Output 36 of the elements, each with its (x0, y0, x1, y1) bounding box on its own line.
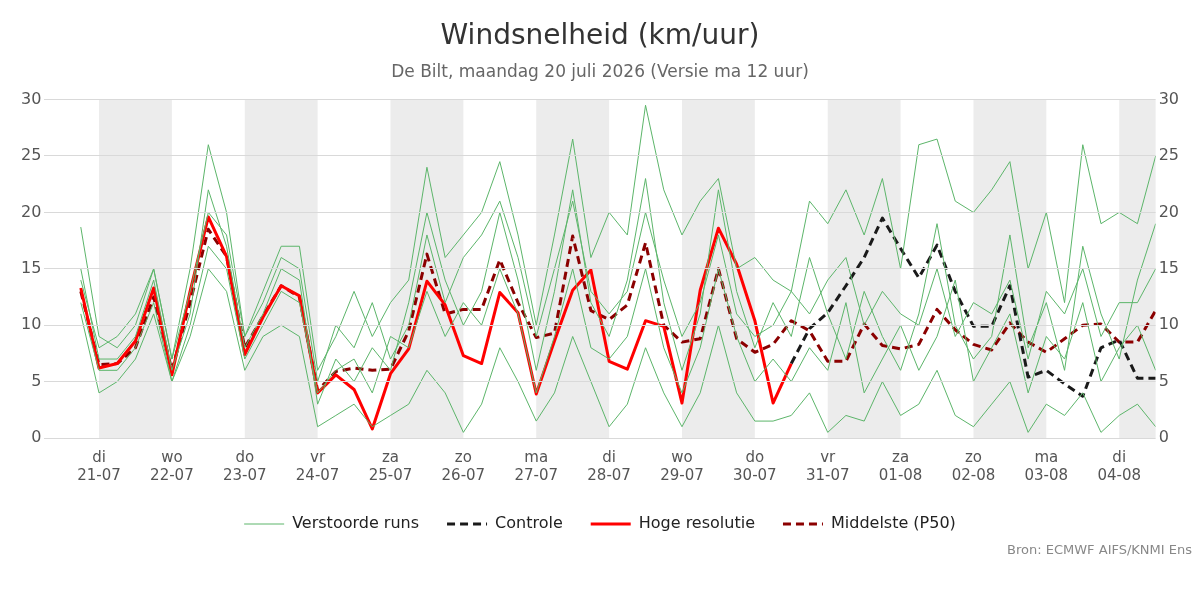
x-tick-label: zo 26-07 (441, 447, 486, 484)
y-tick-label: 30 (21, 88, 42, 108)
y-tick-label: 0 (31, 427, 42, 447)
y2-tick-label: 30 (1158, 88, 1179, 108)
y2-tick-label: 0 (1158, 427, 1169, 447)
chart-subtitle: De Bilt, maandag 20 juli 2026 (Versie ma 12 uur) (390, 61, 810, 81)
y-tick-label: 5 (31, 370, 42, 390)
x-tick-label: do 30-07 (733, 447, 777, 484)
y2-tick-label: 20 (1158, 201, 1179, 221)
x-tick-label: wo 29-07 (660, 447, 704, 484)
x-tick-label: di 28-07 (587, 447, 631, 484)
x-tick-label: di 04-08 (1097, 447, 1141, 484)
x-tick-label: za 01-08 (878, 447, 923, 484)
x-tick-label: zo 02-08 (951, 447, 996, 484)
legend-label: Hoge resolutie (638, 513, 755, 533)
x-tick-label: wo 22-07 (150, 447, 194, 484)
y2-tick-label: 10 (1158, 314, 1179, 334)
y-tick-label: 25 (21, 145, 42, 165)
x-tick-label: ma 03-08 (1024, 447, 1069, 484)
x-tick-label: za 25-07 (368, 447, 413, 484)
x-tick-label: di 21-07 (77, 447, 121, 484)
legend-label: Verstoorde runs (292, 513, 420, 533)
text: Bron: ECMWF AIFS/KNMI Ens (1007, 542, 1192, 557)
y2-tick-label: 5 (1158, 370, 1169, 390)
x-tick-label: vr 24-07 (295, 447, 340, 484)
legend-label: Controle (495, 513, 563, 533)
y-tick-label: 20 (21, 201, 42, 221)
x-tick-label: do 23-07 (222, 447, 267, 484)
x-tick-label: vr 31-07 (805, 447, 850, 484)
y-tick-label: 10 (21, 314, 42, 334)
y-tick-label: 15 (21, 257, 42, 277)
chart-title: Windsnelheid (km/uur) (439, 18, 761, 51)
legend-label: Middelste (P50) (830, 513, 956, 533)
y2-tick-label: 15 (1158, 257, 1179, 277)
y2-tick-label: 25 (1158, 145, 1179, 165)
x-tick-label: ma 27-07 (514, 447, 559, 484)
